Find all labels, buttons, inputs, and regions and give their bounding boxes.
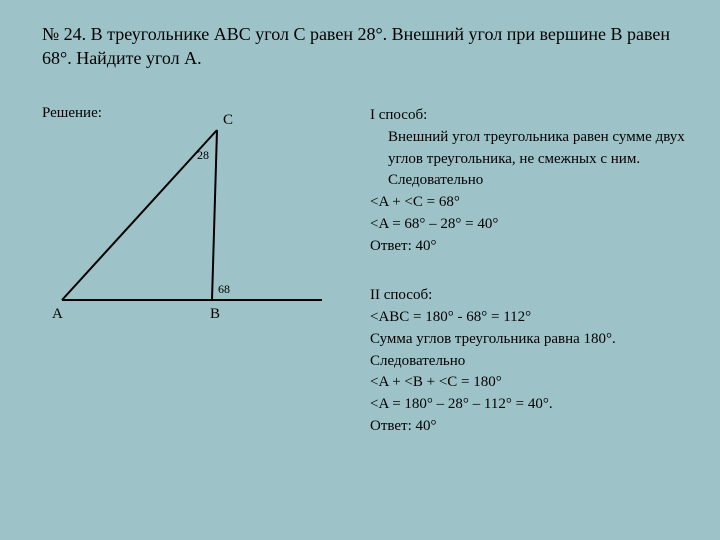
segment-ac (62, 130, 217, 300)
method1-line1: Внешний угол треугольника равен сумме дв… (370, 127, 690, 192)
method1-line2: <A + <C = 68° (370, 192, 690, 214)
method2-line2: Сумма углов треугольника равна 180°. Сле… (370, 329, 690, 373)
method1-line4: Ответ: 40° (370, 236, 690, 258)
triangle-svg (42, 100, 342, 330)
spacer (370, 257, 690, 285)
triangle-diagram: А В С 28 68 (42, 100, 342, 330)
method2-line5: Ответ: 40° (370, 416, 690, 438)
method2-line3: <A + <B + <C = 180° (370, 372, 690, 394)
segment-bc (212, 130, 217, 300)
method2-title: II способ: (370, 285, 690, 307)
method1-line3: <A = 68° – 28° = 40° (370, 214, 690, 236)
angle-label-b-ext: 68 (218, 282, 230, 297)
vertex-label-b: В (210, 306, 220, 323)
method2-line4: <A = 180° – 28° – 112° = 40°. (370, 394, 690, 416)
method1-title: I способ: (370, 105, 690, 127)
vertex-label-a: А (52, 306, 63, 323)
slide: № 24. В треугольнике АВС угол С равен 28… (0, 0, 720, 540)
problem-statement: № 24. В треугольнике АВС угол С равен 28… (42, 22, 680, 71)
vertex-label-c: С (223, 112, 233, 129)
method2-line1: <ABC = 180° - 68° = 112° (370, 307, 690, 329)
solution-text: I способ: Внешний угол треугольника раве… (370, 105, 690, 438)
angle-label-c: 28 (197, 148, 209, 163)
